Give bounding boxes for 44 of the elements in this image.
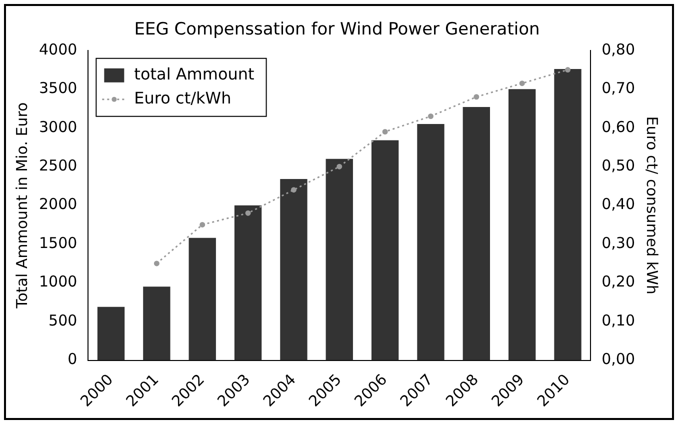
legend-label: total Ammount: [134, 64, 254, 84]
y2-axis-title: Euro ct/ consumed kWh: [643, 116, 662, 294]
point: [200, 222, 206, 228]
bar: [326, 158, 353, 360]
bar: [97, 306, 125, 360]
y-tick-label: 2500: [38, 156, 78, 174]
bar: [188, 238, 216, 360]
point: [290, 187, 296, 193]
y2-tick-label: 0,10: [602, 311, 636, 330]
y-tick-label: 1500: [38, 234, 78, 252]
y2-tick-label: 0,40: [602, 195, 636, 214]
bar: [143, 286, 170, 360]
y-tick-label: 0: [68, 350, 78, 368]
y-tick-label: 2000: [38, 195, 78, 214]
bar: [371, 140, 399, 360]
y2-tick-label: 0,00: [602, 350, 636, 368]
y-tick-label: 1000: [38, 272, 78, 291]
y-tick-label: 4000: [38, 40, 78, 58]
y2-tick-label: 0,60: [602, 118, 636, 136]
point: [154, 260, 160, 266]
point: [428, 114, 434, 119]
point: [474, 94, 480, 100]
bar: [234, 205, 262, 360]
y-tick-label: 3000: [38, 118, 78, 136]
bar: [508, 89, 536, 360]
y2-tick-label: 0,20: [602, 272, 636, 291]
y2-tick-label: 0,70: [602, 79, 636, 98]
y2-tick-label: 0,50: [602, 156, 636, 174]
bar: [462, 106, 490, 360]
legend-label: Euro ct/kWh: [134, 88, 232, 108]
point: [519, 80, 525, 86]
point: [565, 67, 571, 73]
y2-tick-label: 0,30: [602, 234, 636, 252]
bar: [280, 179, 308, 360]
bar: [417, 124, 444, 360]
y-tick-label: 500: [48, 311, 78, 330]
point: [245, 210, 251, 216]
y-tick-label: 3500: [38, 79, 78, 98]
bar: [554, 68, 582, 360]
y-axis-title: Total Ammount in Mio. Euro: [12, 102, 31, 310]
point: [382, 128, 388, 134]
chart-title: EEG Compenssation for Wind Power Generation: [134, 20, 540, 40]
point: [336, 164, 342, 170]
y2-tick-label: 0,80: [602, 40, 636, 58]
